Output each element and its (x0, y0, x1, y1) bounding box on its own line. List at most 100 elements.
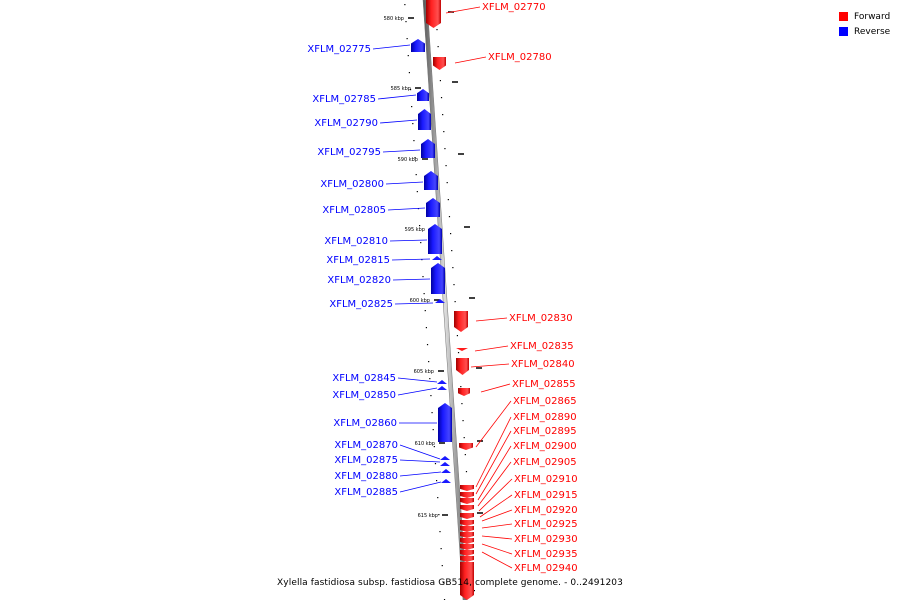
gene-label: XFLM_02785 (312, 94, 376, 105)
leader-line (392, 278, 431, 281)
gene-label: XFLM_02835 (510, 341, 574, 352)
gene-label: XFLM_02775 (307, 44, 371, 55)
leader-line (475, 430, 512, 495)
axis-dot (439, 80, 441, 82)
reverse-gene (421, 139, 435, 158)
leader-line (399, 444, 441, 460)
gene-labels: XFLM_02775 XFLM_02785 XFLM_02790 XFLM_02795… (307, 2, 577, 574)
gene-label: XFLM_02850 (332, 390, 396, 401)
reverse-gene (426, 198, 440, 217)
forward-swatch (839, 12, 848, 21)
leader-line (475, 400, 512, 448)
gene-label: XFLM_02830 (509, 313, 573, 324)
tick-label: 600 kbp (410, 298, 430, 304)
reverse-gene (440, 462, 450, 466)
gene-label: XFLM_02805 (322, 205, 386, 216)
leader-line (385, 181, 424, 185)
axis-dot (412, 123, 414, 125)
leader-line (478, 478, 513, 512)
legend-label-forward: Forward (854, 11, 891, 22)
forward-gene (456, 348, 468, 351)
gene-label: XFLM_02780 (488, 52, 552, 63)
legend-item-forward: Forward (839, 9, 890, 24)
forward-gene (460, 513, 474, 519)
forward-gene (460, 550, 474, 556)
axis-dot (463, 437, 465, 439)
tick-label: 595 kbp (405, 227, 425, 233)
axis-dot (445, 165, 447, 167)
forward-gene (460, 526, 474, 532)
reverse-gene (431, 263, 445, 294)
axis-dot (446, 182, 448, 184)
leader-line (477, 445, 512, 501)
axis-dot (444, 148, 446, 150)
gene-label: XFLM_02885 (334, 487, 398, 498)
axis-dot (419, 225, 421, 227)
axis-dot (431, 412, 433, 414)
leader-line (481, 523, 513, 529)
forward-gene (460, 498, 474, 504)
leader-line (391, 258, 431, 261)
axis-dot (406, 38, 408, 40)
gene-label: XFLM_02840 (511, 359, 575, 370)
axis-dot (442, 582, 444, 584)
genome-caption: Xylella fastidiosa subsp. fastidiosa GB5… (277, 578, 623, 588)
gene-label: XFLM_02895 (513, 426, 577, 437)
gene-label: XFLM_02825 (329, 299, 393, 310)
axis-dot (429, 378, 431, 380)
axis-dot (436, 480, 438, 482)
axis-dot (425, 327, 427, 329)
axis-dot (433, 446, 435, 448)
gene-label: XFLM_02890 (513, 412, 577, 423)
leader-line (379, 119, 418, 124)
axis-dot (411, 106, 413, 108)
leader-line (445, 6, 481, 14)
axis-dot (423, 293, 425, 295)
gene-label: XFLM_02860 (333, 418, 397, 429)
axis-dot (460, 386, 462, 388)
gene-label: XFLM_02940 (514, 563, 578, 574)
tick-label: 605 kbp (414, 369, 434, 375)
forward-gene (454, 311, 468, 332)
leader-line (477, 461, 512, 507)
reverse-gene (441, 479, 451, 483)
axis-dot (464, 454, 466, 456)
gene-label: XFLM_02910 (514, 474, 578, 485)
axis-dot (436, 29, 438, 31)
legend: Forward Reverse (839, 9, 890, 39)
leader-line (372, 44, 411, 50)
axis-dot (442, 114, 444, 116)
forward-gene (460, 505, 474, 511)
axis-dot (448, 216, 451, 218)
gene-label: XFLM_02845 (332, 373, 396, 384)
axis-dot (408, 72, 410, 74)
forward-gene (460, 556, 474, 562)
axis-dot (424, 310, 426, 312)
axis-dot (439, 531, 441, 533)
leader-line (377, 94, 417, 100)
forward-gene (426, 0, 441, 28)
gene-label: XFLM_02915 (514, 490, 578, 501)
reverse-gene (418, 109, 431, 130)
leader-line (454, 56, 487, 64)
reverse-gene (432, 256, 442, 260)
axis-dot (416, 191, 418, 193)
leader-line (474, 345, 509, 352)
axis-dot (432, 429, 434, 431)
gene-features (411, 0, 474, 600)
axis-dot (407, 55, 409, 57)
tick-label: 580 kbp (384, 16, 404, 22)
leader-line (479, 494, 513, 518)
axis-dot (443, 131, 445, 133)
axis-dot (428, 361, 430, 363)
axis-dot (404, 4, 406, 6)
tick-label: 585 kbp (391, 86, 411, 92)
leader-line (397, 387, 438, 396)
tick-label: 610 kbp (415, 441, 435, 447)
axis-dot (440, 97, 443, 99)
leader-line (397, 377, 438, 383)
axis-dot (465, 471, 468, 473)
leader-line (399, 459, 441, 463)
gene-label: XFLM_02770 (482, 2, 546, 13)
gene-label: XFLM_02795 (317, 147, 381, 158)
